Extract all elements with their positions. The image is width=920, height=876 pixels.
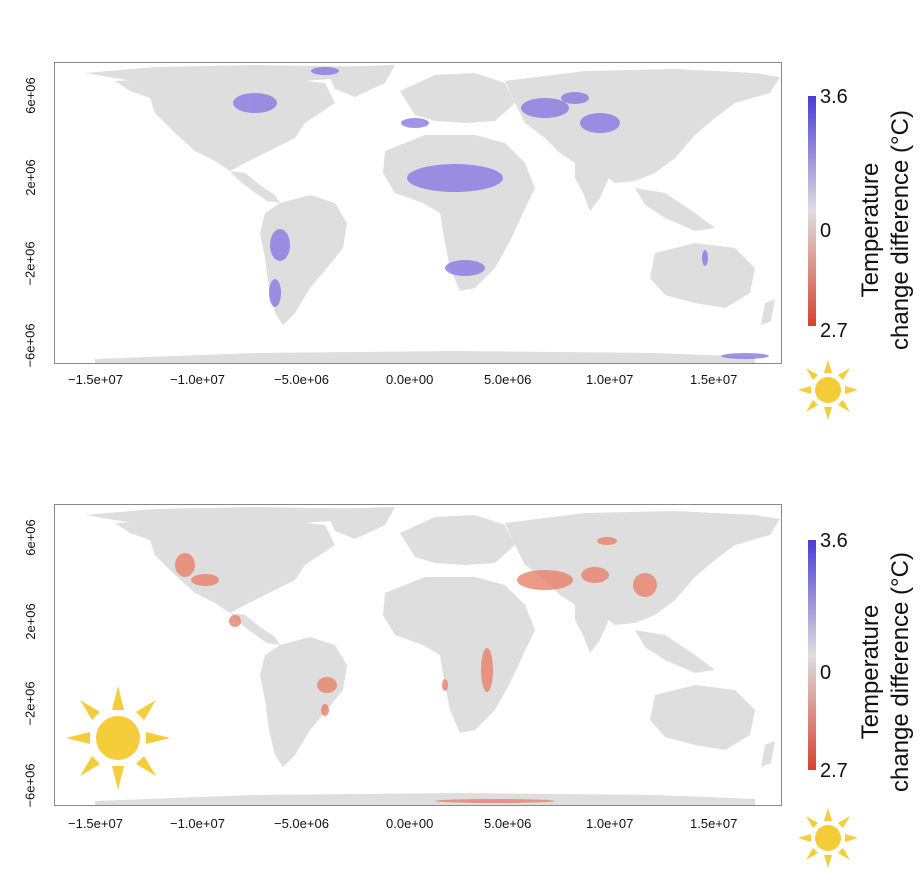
land-se-asia: [635, 188, 715, 231]
sun-icon: [66, 686, 170, 790]
ytick-label: 6e+06: [22, 519, 38, 556]
land-greenland: [325, 507, 395, 539]
legend-min-label: 2.7: [820, 320, 848, 342]
legend-mid-label: 0: [820, 220, 832, 242]
ytick-label: 6e+06: [22, 77, 38, 114]
land-masses: [85, 65, 780, 363]
xtick-label: 0.0e+00: [386, 372, 434, 387]
legend-title: Temperature change difference (°C): [857, 110, 914, 350]
map-plot-frame: [54, 504, 782, 806]
land-europe: [400, 515, 515, 565]
ytick-label: −2e+06: [22, 241, 38, 286]
xtick-label: −1.0e+07: [170, 372, 225, 387]
land-antarctica: [95, 351, 755, 363]
xtick-label: −5.0e+06: [274, 372, 329, 387]
map-plot-frame: [54, 62, 782, 364]
land-india: [575, 163, 610, 211]
legend-colorbar: [808, 540, 816, 770]
xtick-label: 1.5e+07: [690, 372, 738, 387]
land-se-asia: [635, 630, 715, 673]
land-north-america: [115, 519, 335, 613]
xtick-label: 5.0e+06: [484, 372, 532, 387]
land-africa: [383, 577, 535, 733]
land-masses: [85, 507, 780, 805]
ytick-label: −6e+06: [22, 763, 38, 808]
world-map: [85, 65, 780, 363]
world-map: [85, 507, 780, 805]
xtick-label: 1.0e+07: [586, 816, 634, 831]
xtick-label: 1.0e+07: [586, 372, 634, 387]
legend-max-label: 3.6: [820, 530, 848, 552]
moon-icon: [796, 462, 844, 510]
moon-icon: [796, 16, 844, 64]
legend-max-label: 3.6: [820, 86, 848, 108]
xtick-label: −1.5e+07: [68, 372, 123, 387]
land-south-america: [260, 195, 347, 325]
ytick-label: −2e+06: [22, 681, 38, 726]
ytick-label: −6e+06: [22, 323, 38, 368]
xtick-label: −5.0e+06: [274, 816, 329, 831]
land-asia: [505, 69, 780, 183]
map-panel-night: 6e+06 2e+06 −2e+06 −6e+06 −1.5e+07 −1.0e…: [22, 16, 914, 420]
xtick-label: 0.0e+00: [386, 816, 434, 831]
land-new-zealand: [761, 299, 775, 325]
land-new-zealand: [761, 741, 775, 767]
legend-min-label: 2.7: [820, 760, 848, 782]
land-australia: [650, 243, 755, 308]
sun-icon: [798, 360, 858, 420]
legend-colorbar: [808, 96, 816, 326]
land-central-america: [230, 171, 280, 203]
land-south-america: [260, 637, 347, 767]
xtick-label: 5.0e+06: [484, 816, 532, 831]
xtick-label: −1.5e+07: [68, 816, 123, 831]
ytick-label: 2e+06: [22, 603, 38, 640]
moon-icon: [70, 264, 143, 337]
map-panel-day: 6e+06 2e+06 −2e+06 −6e+06 −1.5e+07 −1.0e…: [0, 438, 920, 876]
land-india: [575, 605, 610, 653]
ytick-label: 2e+06: [22, 159, 38, 196]
legend-title: Temperature change difference (°C): [857, 552, 914, 792]
sun-icon: [798, 808, 858, 868]
land-greenland: [325, 65, 395, 97]
land-north-america: [115, 77, 335, 171]
day-anomalies: [175, 537, 657, 803]
land-arctic: [85, 65, 385, 83]
xtick-label: −1.0e+07: [170, 816, 225, 831]
land-antarctica: [95, 793, 755, 805]
xtick-label: 1.5e+07: [690, 816, 738, 831]
land-arctic: [85, 507, 385, 525]
land-asia: [505, 511, 780, 625]
land-australia: [650, 685, 755, 750]
land-europe: [400, 73, 515, 123]
night-anomalies: [233, 67, 769, 359]
land-central-america: [230, 613, 280, 645]
legend-mid-label: 0: [820, 662, 832, 684]
